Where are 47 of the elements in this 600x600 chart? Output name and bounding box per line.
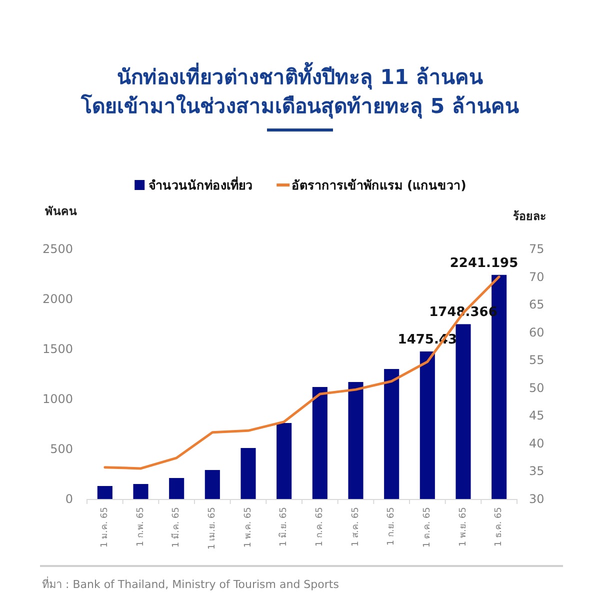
y2-tick-label: 45 — [529, 408, 544, 423]
x-tick-label: 1 ก.ย. 65 — [386, 507, 397, 546]
x-tick-label: 1 เม.ย. 65 — [207, 507, 218, 550]
x-tick-label: 1 มี.ค. 65 — [170, 507, 182, 548]
bar — [456, 324, 471, 499]
y2-tick-label: 55 — [529, 353, 544, 368]
x-tick-label: 1 ม.ค. 65 — [100, 507, 110, 548]
y-axis-title: พันคน — [45, 204, 77, 218]
bar — [420, 351, 435, 499]
chart-title: นักท่องเที่ยวต่างชาติทั้งปีทะลุ 11 ล้านคน โดยเข้ามาในช่วงสามเดือนสุดท้ายทะลุ 5 ล้านคน — [80, 61, 519, 119]
y-tick-label: 2500 — [42, 242, 73, 256]
y2-tick-label: 35 — [529, 464, 544, 478]
x-tick-label: 1 พ.ค. 65 — [243, 507, 254, 548]
y2-tick-label: 70 — [529, 270, 544, 284]
y-tick-label: 1500 — [42, 342, 73, 356]
x-tick-label: 1 ก.ค. 65 — [314, 507, 325, 547]
y2-tick-label: 50 — [529, 380, 544, 395]
y2-axis-title: ร้อยละ — [513, 209, 546, 223]
bar — [169, 478, 184, 499]
legend-label: จำนวนนักท่องเที่ยว — [148, 176, 253, 192]
x-tick-label: 1 ส.ค. 65 — [350, 507, 361, 547]
x-tick-label: 1 ต.ค. 65 — [422, 507, 432, 548]
bar — [276, 423, 292, 499]
x-tick-label: 1 ธ.ค. 65 — [494, 507, 504, 547]
legend-label: อัตราการเข้าพักแรม (แกนขวา) — [292, 178, 466, 192]
y-tick-label: 500 — [50, 442, 73, 456]
bar — [240, 448, 256, 499]
y2-tick-label: 30 — [529, 492, 544, 506]
x-tick-label: 1 มิ.ย. 65 — [278, 507, 290, 547]
y-tick-label: 1000 — [42, 392, 73, 406]
bar — [312, 387, 328, 499]
bar — [133, 484, 148, 499]
y2-tick-label: 60 — [529, 325, 544, 340]
y2-tick-label: 40 — [529, 436, 544, 450]
y-tick-label: 2000 — [42, 292, 73, 306]
bar — [204, 470, 220, 499]
bar — [97, 486, 112, 499]
bar — [384, 369, 400, 499]
y2-tick-label: 65 — [529, 298, 544, 312]
x-tick-label: 1 ก.พ. 65 — [136, 507, 146, 547]
data-label: 2241.195 — [450, 256, 518, 271]
y-tick-label: 0 — [65, 492, 73, 506]
line-series — [104, 276, 500, 470]
bar — [348, 382, 364, 499]
text: ที่มา : Bank of Thailand, Ministry of Tourism and Sports — [42, 576, 340, 591]
y2-tick-label: 75 — [529, 242, 544, 256]
x-tick-label: 1 พ.ย. 65 — [458, 507, 468, 547]
